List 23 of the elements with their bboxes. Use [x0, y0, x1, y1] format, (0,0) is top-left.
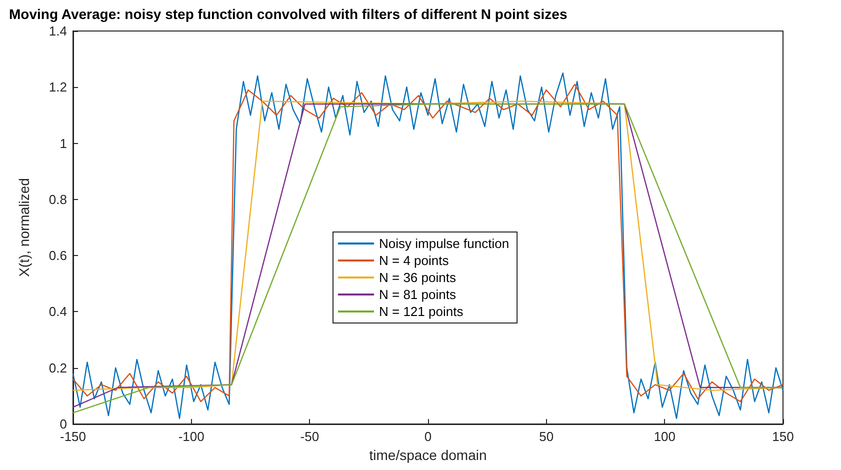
x-axis-title: time/space domain — [369, 447, 487, 463]
y-tick-label: 0.2 — [48, 360, 67, 376]
y-tick-label: 0.6 — [48, 248, 67, 264]
y-axis-title: X(t), normalized — [16, 178, 32, 277]
legend-label: N = 81 points — [379, 287, 456, 302]
legend-label: Noisy impulse function — [379, 236, 510, 251]
chart-title: Moving Average: noisy step function convolved with filters of different N point sizes — [9, 6, 568, 22]
x-tick-label: 0 — [424, 429, 432, 444]
x-tick-label: -100 — [178, 429, 204, 444]
y-tick-label: 0 — [60, 416, 67, 432]
legend-label: N = 4 points — [379, 253, 450, 268]
x-tick-label: -50 — [300, 429, 320, 444]
x-tick-label: -150 — [60, 429, 86, 444]
x-tick-label: 50 — [539, 429, 554, 444]
legend-label: N = 121 points — [379, 304, 464, 319]
x-tick-label: 100 — [654, 429, 676, 444]
x-tick-label: 150 — [772, 429, 794, 444]
y-tick-label: 1.2 — [48, 80, 67, 95]
legend-label: N = 36 points — [379, 270, 456, 285]
y-tick-label: 0.4 — [48, 304, 67, 320]
y-tick-label: 1 — [60, 136, 67, 151]
y-tick-label: 0.8 — [48, 192, 67, 207]
y-tick-label: 1.4 — [48, 24, 67, 38]
